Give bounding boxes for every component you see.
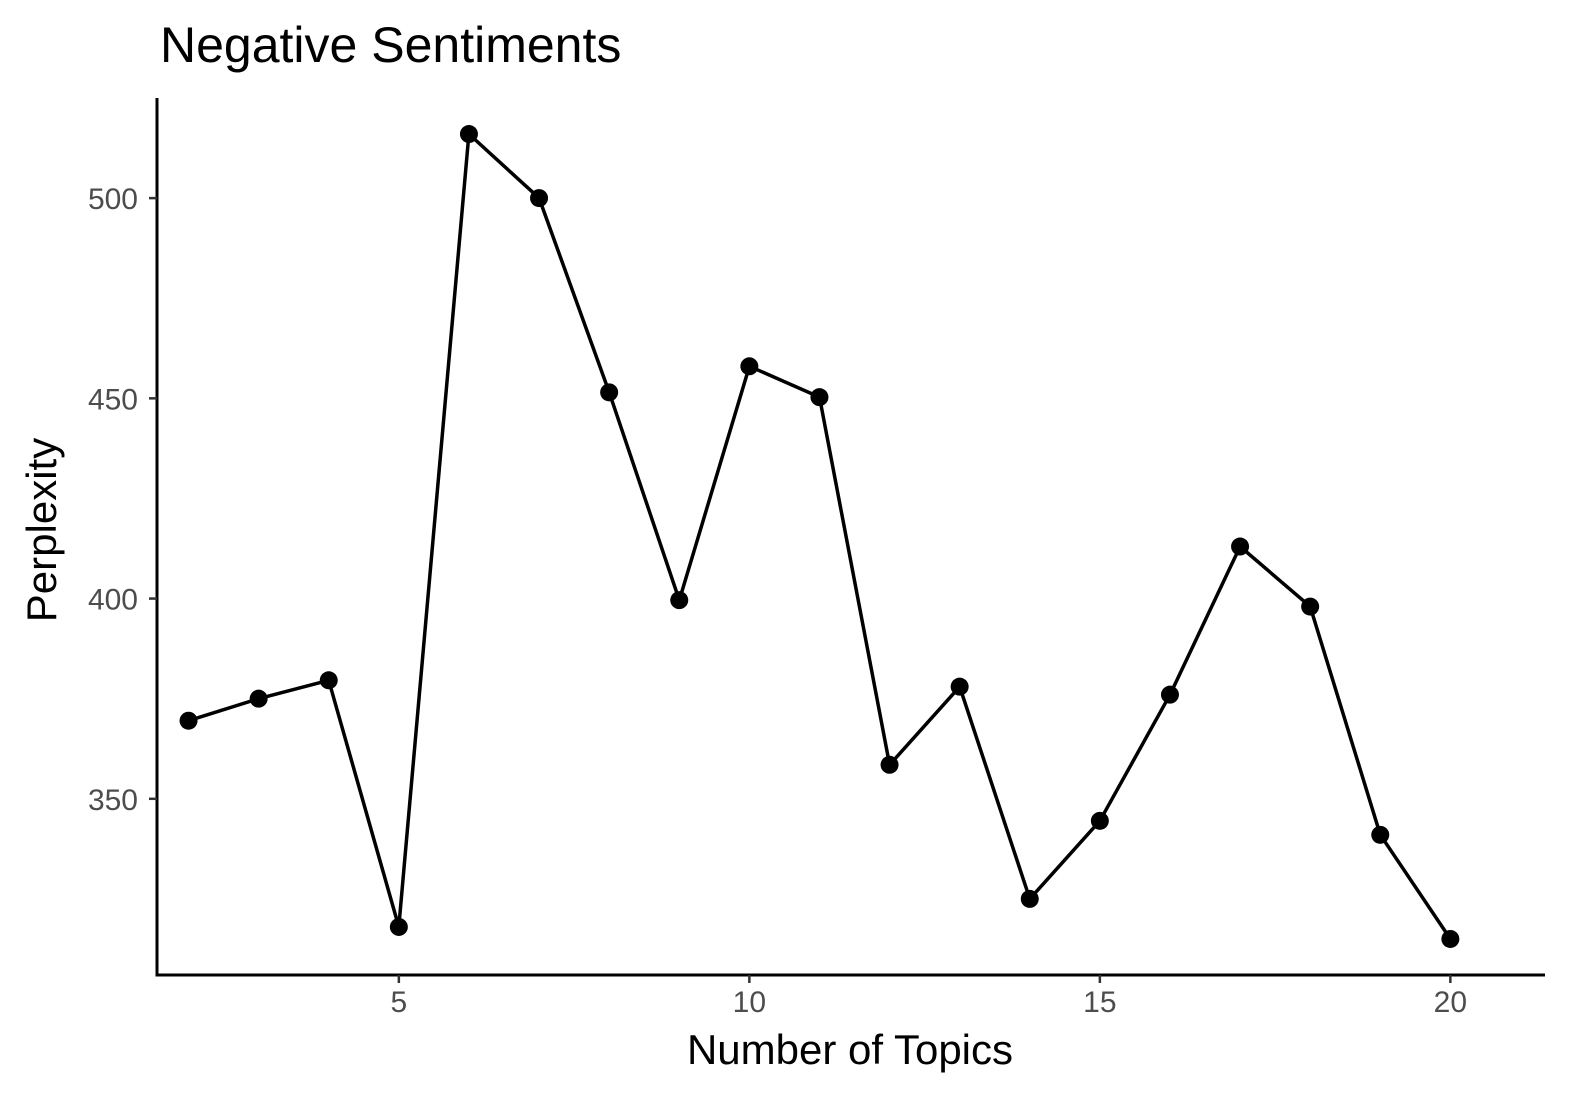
- plot-series: [179, 125, 1460, 948]
- x-tick-label: 5: [391, 986, 408, 1019]
- x-axis-ticks: 5 10 15 20: [391, 975, 1467, 1019]
- x-tick-label: 20: [1434, 986, 1467, 1019]
- series-line: [187, 132, 1452, 940]
- data-point: [1441, 929, 1460, 948]
- x-tick-label: 15: [1083, 986, 1116, 1019]
- chart-title: Negative Sentiments: [160, 17, 621, 73]
- data-point: [1371, 825, 1390, 844]
- data-point: [740, 357, 759, 376]
- data-point: [530, 189, 549, 208]
- y-tick-label: 400: [88, 584, 138, 617]
- data-point: [600, 383, 619, 402]
- data-point: [950, 677, 969, 696]
- data-point: [249, 689, 268, 708]
- data-point: [670, 591, 689, 610]
- data-point: [1160, 685, 1179, 704]
- data-point: [179, 711, 198, 730]
- data-point: [1231, 537, 1250, 556]
- y-tick-label: 350: [88, 784, 138, 817]
- data-point: [1020, 889, 1039, 908]
- data-point: [1301, 597, 1320, 616]
- data-point: [880, 755, 899, 774]
- y-tick-label: 500: [88, 183, 138, 216]
- data-point: [1090, 811, 1109, 830]
- y-tick-label: 450: [88, 383, 138, 416]
- data-point: [459, 125, 478, 144]
- data-point: [389, 917, 408, 936]
- data-point: [319, 671, 338, 690]
- y-axis-ticks: 350 400 450 500: [88, 183, 157, 817]
- x-axis-title: Number of Topics: [687, 1026, 1013, 1073]
- y-axis-title: Perplexity: [18, 438, 65, 622]
- data-point: [810, 388, 829, 407]
- x-tick-label: 10: [733, 986, 766, 1019]
